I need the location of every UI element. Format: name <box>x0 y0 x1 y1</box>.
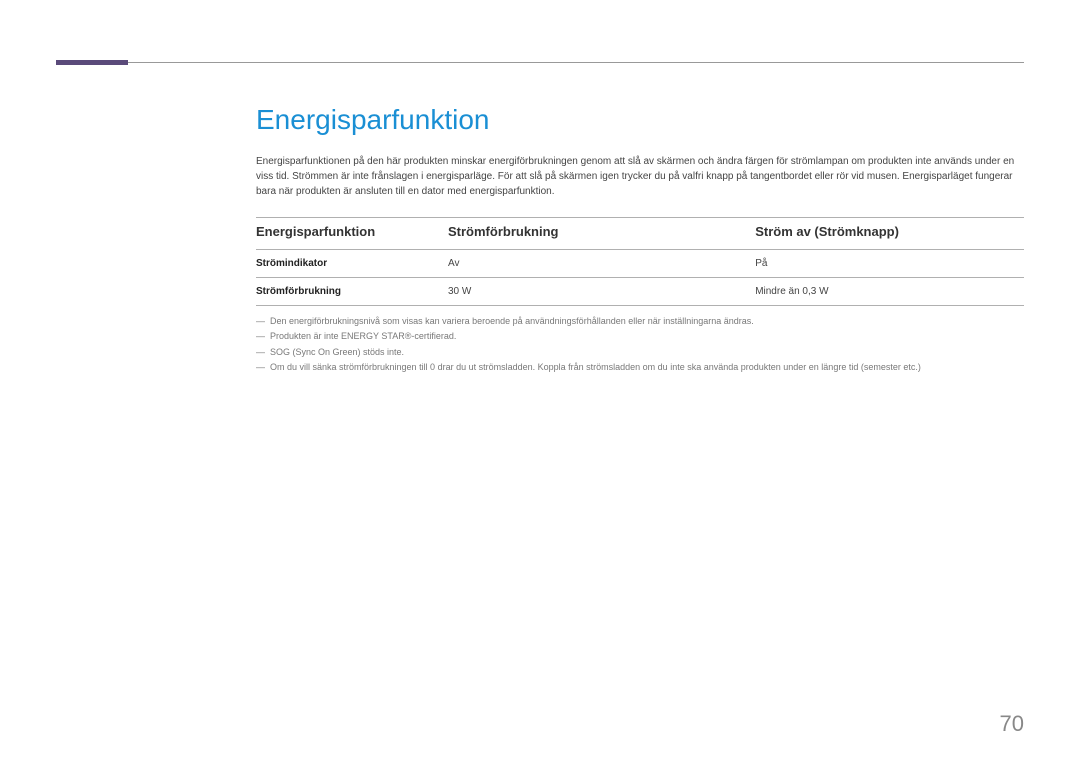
notes-block: Den energiförbrukningsnivå som visas kan… <box>256 314 1024 375</box>
intro-paragraph: Energisparfunktionen på den här produkte… <box>256 154 1024 199</box>
note-item: Produkten är inte ENERGY STAR®-certifier… <box>256 329 1024 344</box>
accent-bar <box>56 60 128 65</box>
table-row: Strömindikator Av På <box>256 250 1024 278</box>
note-item: SOG (Sync On Green) stöds inte. <box>256 345 1024 360</box>
row-label: Strömförbrukning <box>256 278 448 306</box>
content-area: Energisparfunktion Energisparfunktionen … <box>56 62 1024 375</box>
row-cell: 30 W <box>448 278 755 306</box>
note-item: Om du vill sänka strömförbrukningen till… <box>256 360 1024 375</box>
row-label: Strömindikator <box>256 250 448 278</box>
row-cell: Av <box>448 250 755 278</box>
table-row: Strömförbrukning 30 W Mindre än 0,3 W <box>256 278 1024 306</box>
power-table: Energisparfunktion Strömförbrukning Strö… <box>256 217 1024 306</box>
horizontal-rule <box>56 62 1024 63</box>
header-col3: Ström av (Strömknapp) <box>755 218 1024 250</box>
section-heading: Energisparfunktion <box>256 104 1024 136</box>
row-cell: Mindre än 0,3 W <box>755 278 1024 306</box>
header-col1: Energisparfunktion <box>256 218 448 250</box>
page-container: Energisparfunktion Energisparfunktionen … <box>0 0 1080 375</box>
page-number: 70 <box>1000 711 1024 737</box>
header-col2: Strömförbrukning <box>448 218 755 250</box>
note-item: Den energiförbrukningsnivå som visas kan… <box>256 314 1024 329</box>
table-header-row: Energisparfunktion Strömförbrukning Strö… <box>256 218 1024 250</box>
row-cell: På <box>755 250 1024 278</box>
